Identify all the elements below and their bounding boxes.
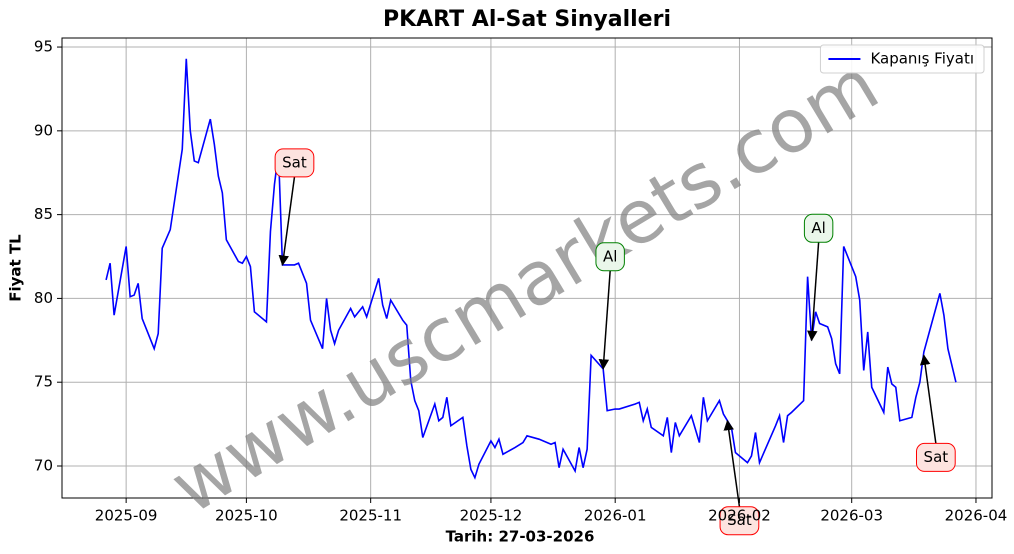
annotation-label: Sat: [924, 448, 949, 466]
annotation-label: Al: [603, 247, 617, 265]
annotation-label: Sat: [727, 511, 752, 529]
x-tick-label: 2025-11: [339, 507, 402, 525]
x-tick-label: 2026-01: [584, 507, 647, 525]
annotation-arrow: [723, 419, 741, 507]
annotation-label: Al: [811, 219, 825, 237]
annotation-box: [803, 213, 834, 243]
x-tick-label: 2025-09: [95, 507, 158, 525]
x-tick-label: 2026-04: [945, 507, 1008, 525]
y-axis-label: Fiyat TL: [7, 234, 25, 302]
annotation-box: [595, 242, 625, 272]
chart-title: PKART Al-Sat Sinyalleri: [383, 7, 671, 32]
annotation-arrow: [278, 176, 296, 266]
price-line: [105, 58, 957, 480]
annotation-box: [274, 148, 315, 178]
y-tick-label: 80: [34, 289, 53, 307]
legend-label: Kapanış Fiyatı: [870, 50, 974, 68]
annotation: Sat: [719, 419, 760, 536]
legend-box: [819, 44, 985, 74]
annotation-box: [719, 506, 760, 536]
plot-frame: [61, 37, 993, 499]
annotation: Al: [595, 242, 625, 370]
x-tick-label: 2026-03: [820, 507, 883, 525]
x-tick-label: 2025-12: [460, 507, 523, 525]
annotation: Sat: [915, 354, 956, 472]
y-tick-label: 70: [34, 456, 53, 474]
annotation-arrow: [598, 270, 611, 370]
y-tick-label: 95: [34, 38, 53, 56]
y-tick-label: 75: [34, 373, 53, 391]
annotation: Sat: [274, 148, 315, 266]
annotation-arrow: [807, 242, 820, 342]
x-tick-label: 2025-10: [215, 507, 278, 525]
x-axis-label: Tarih: 27-03-2026: [446, 528, 595, 546]
annotation-box: [915, 442, 956, 472]
y-tick-label: 90: [34, 121, 53, 139]
annotation: Al: [803, 213, 834, 342]
annotation-label: Sat: [282, 153, 307, 171]
x-tick-label: 2026-02: [708, 507, 771, 525]
annotation-arrow: [919, 354, 937, 444]
y-tick-label: 85: [34, 205, 53, 223]
